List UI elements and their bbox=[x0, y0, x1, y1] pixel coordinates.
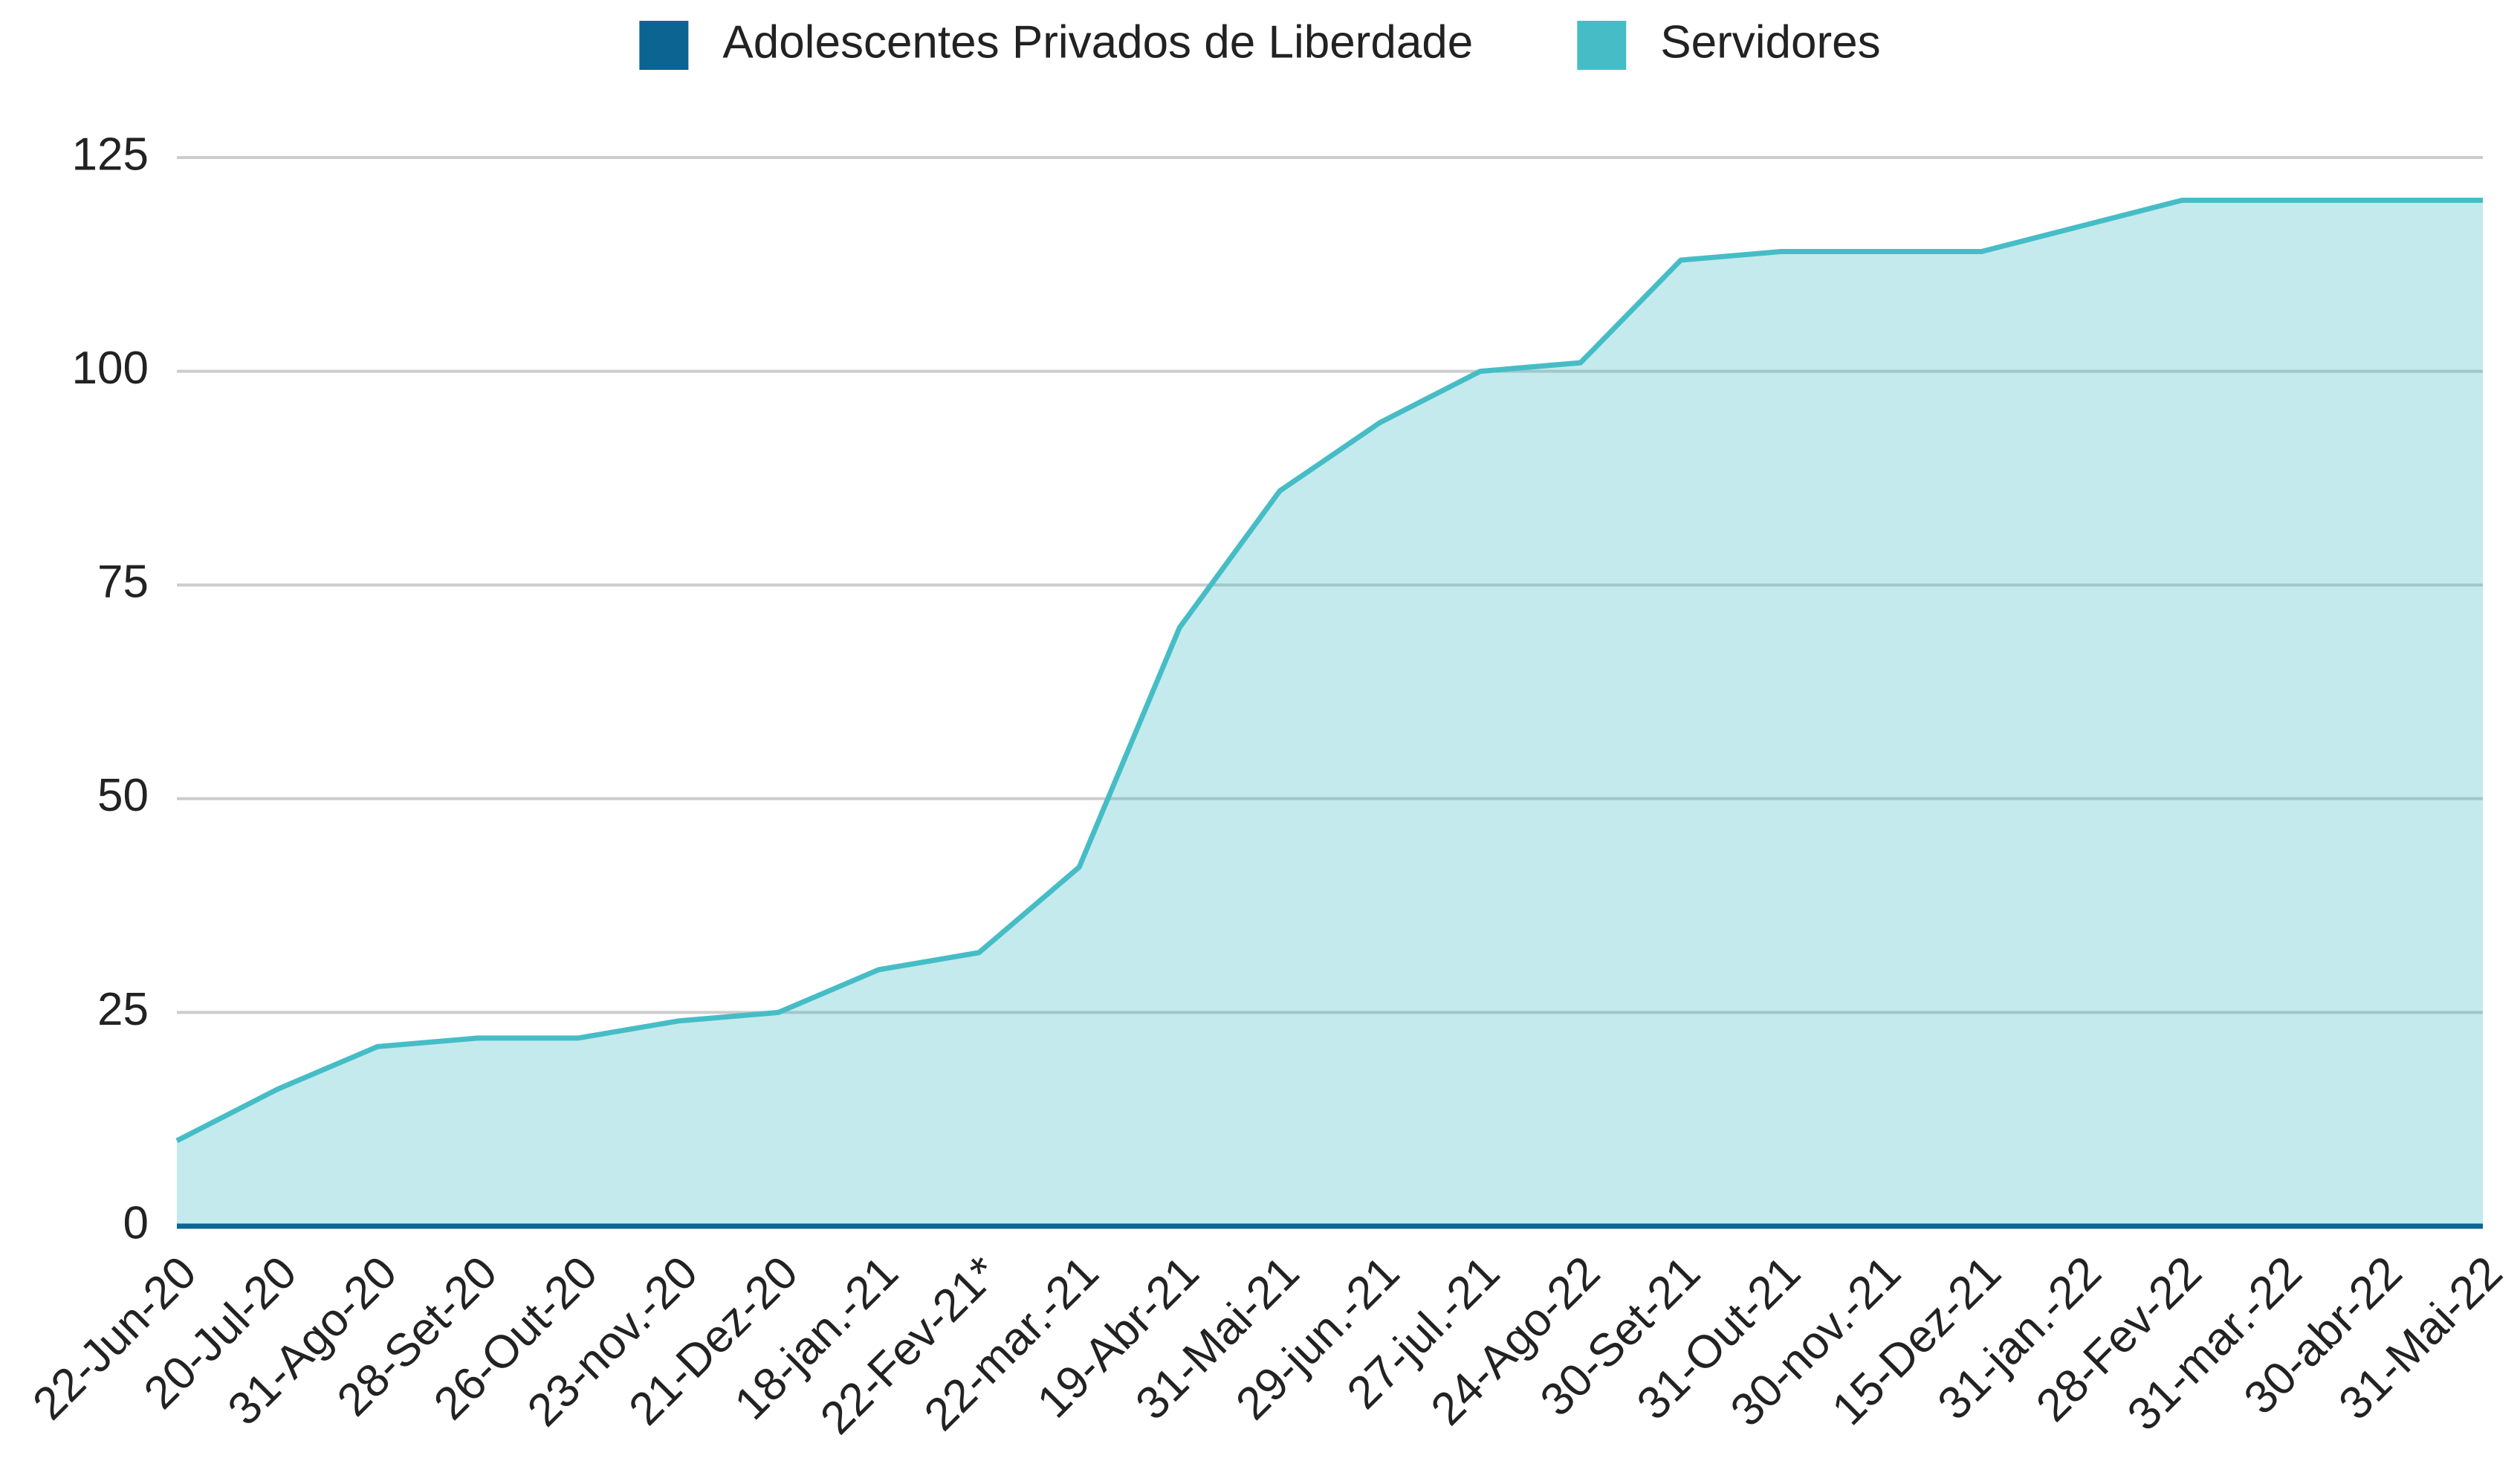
y-tick-label: 125 bbox=[72, 129, 149, 180]
area-fill bbox=[177, 200, 2483, 1226]
legend-swatch bbox=[1577, 21, 1627, 70]
legend-swatch bbox=[639, 21, 689, 70]
y-tick-label: 100 bbox=[72, 343, 149, 394]
area-line bbox=[175, 198, 2483, 1144]
y-tick-label: 0 bbox=[123, 1197, 149, 1248]
y-tick-label: 75 bbox=[97, 557, 149, 608]
y-tick-label: 50 bbox=[97, 770, 149, 821]
legend-label: Adolescentes Privados de Liberdade bbox=[722, 16, 1473, 68]
y-tick-label: 25 bbox=[97, 984, 149, 1035]
legend-label: Servidores bbox=[1660, 16, 1880, 68]
legend: Adolescentes Privados de Liberdade Servid… bbox=[639, 16, 1881, 70]
